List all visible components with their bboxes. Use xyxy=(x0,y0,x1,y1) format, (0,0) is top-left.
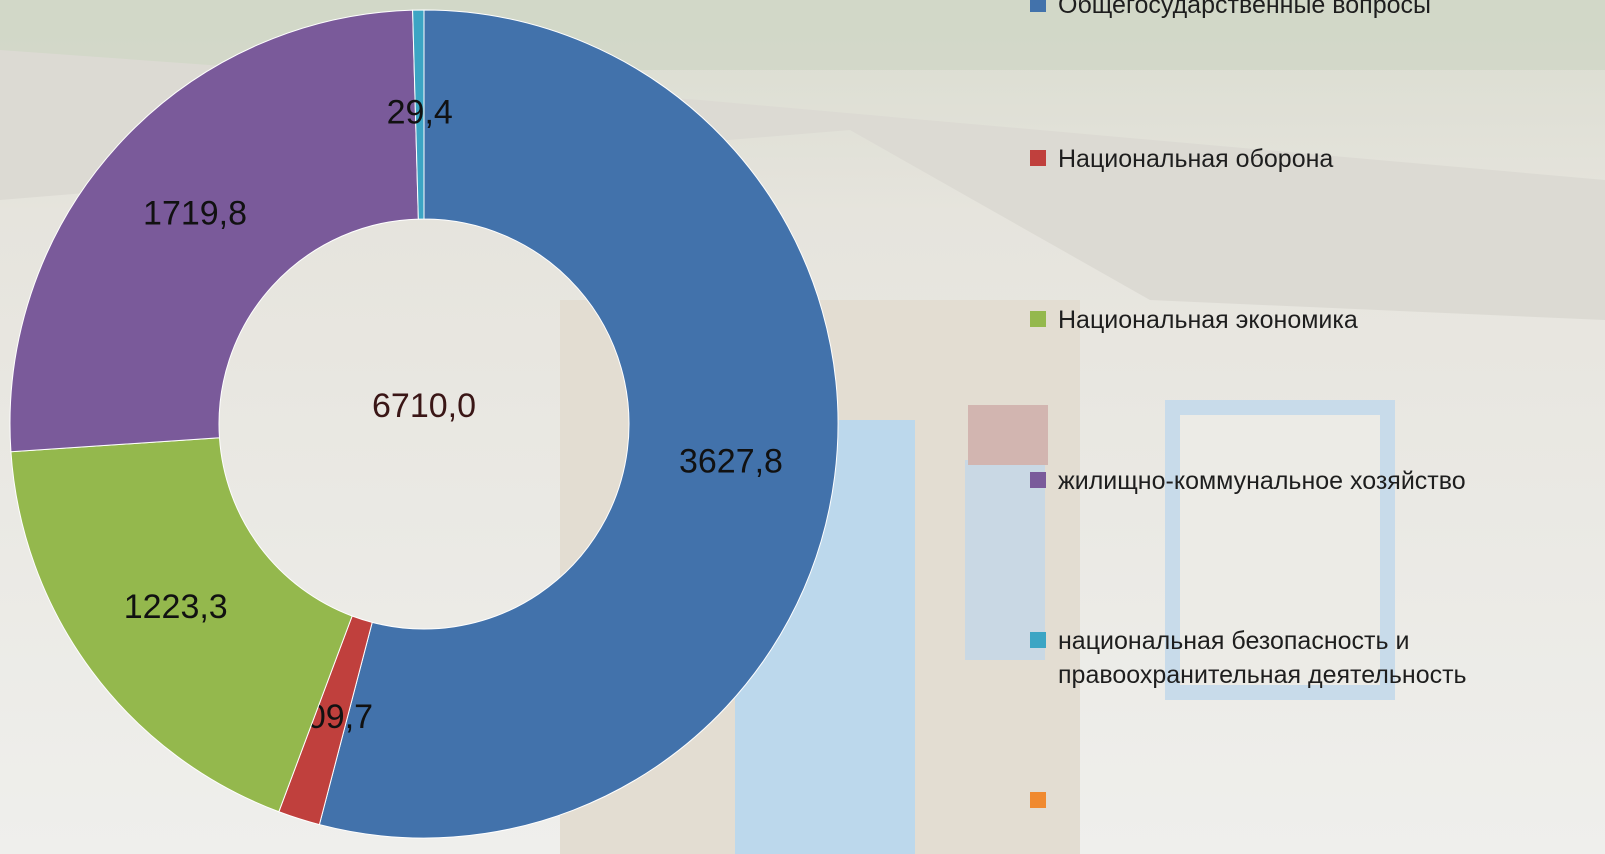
legend-label: Общегосударственные вопросы xyxy=(1058,0,1431,19)
legend-item: Национальная оборона xyxy=(1030,142,1578,176)
legend-item: Национальная экономика xyxy=(1030,303,1578,337)
legend-label: Национальная экономика xyxy=(1058,306,1358,334)
legend-swatch xyxy=(1030,792,1046,808)
slice xyxy=(412,9,425,220)
legend-item: национальная безопасность и правоохранит… xyxy=(1030,624,1578,692)
legend-swatch xyxy=(1030,632,1046,648)
slice xyxy=(318,9,839,839)
data-label: 1719,8 xyxy=(143,195,247,233)
data-label: 29,4 xyxy=(387,94,453,132)
legend-label: Национальная оборона xyxy=(1058,145,1334,173)
legend-item: жилищно-коммунальное хозяйство xyxy=(1030,464,1578,498)
legend-swatch xyxy=(1030,150,1046,166)
legend-label: национальная безопасность и правоохранит… xyxy=(1058,627,1467,689)
slice xyxy=(10,437,353,813)
legend-item: Общегосударственные вопросы xyxy=(1030,0,1578,22)
data-label: 1223,3 xyxy=(124,588,228,626)
legend-swatch xyxy=(1030,311,1046,327)
slice xyxy=(9,9,419,453)
legend-swatch xyxy=(1030,0,1046,12)
center-label: 6710,0 xyxy=(372,387,476,425)
legend-swatch xyxy=(1030,472,1046,488)
legend-item xyxy=(1030,784,1058,808)
legend-label: жилищно-коммунальное хозяйство xyxy=(1058,467,1466,495)
data-label: 3627,8 xyxy=(679,442,783,480)
